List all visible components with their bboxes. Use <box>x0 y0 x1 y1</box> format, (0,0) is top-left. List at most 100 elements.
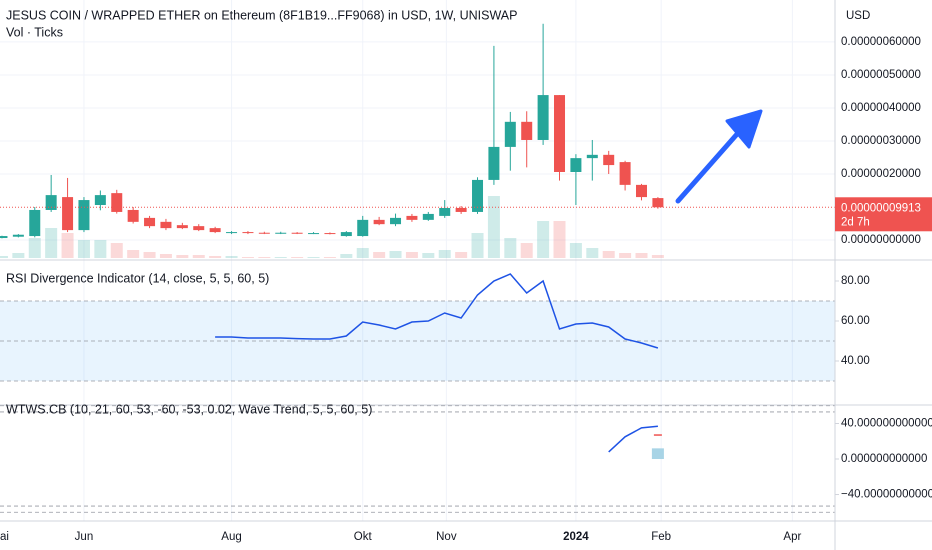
volume-bar <box>586 248 599 258</box>
y-tick-label: 0.00000020000 <box>841 168 921 180</box>
volume-label: Vol · Ticks <box>6 25 63 39</box>
candle-body <box>62 197 74 231</box>
volume-bar <box>635 253 648 258</box>
candle-body <box>226 232 238 234</box>
volume-bar <box>422 253 435 258</box>
volume-bar <box>487 196 500 258</box>
candle-body <box>94 195 106 206</box>
volume-bar <box>619 253 632 258</box>
candle-body <box>652 198 664 208</box>
volume-bar <box>225 256 238 258</box>
candle-body <box>357 219 369 237</box>
y-tick-label: 0.00000000000 <box>841 234 921 246</box>
candle-body <box>570 158 582 172</box>
candle-body <box>439 207 451 216</box>
y-tick-label: 80.00 <box>841 275 870 287</box>
volume-bar <box>28 238 41 258</box>
candle-body <box>275 232 287 234</box>
volume-bar <box>127 250 140 258</box>
plot-area <box>0 23 835 460</box>
y-tick-label: 0.000000000000 <box>841 453 927 465</box>
bar-countdown: 2d 7h <box>841 216 870 228</box>
candle-body <box>472 179 484 212</box>
candle-body <box>488 146 500 180</box>
volume-bar <box>110 243 123 258</box>
candle-body <box>455 207 467 212</box>
volume-bar <box>455 252 468 258</box>
volume-bar <box>307 257 320 258</box>
y-tick-label: 0.00000040000 <box>841 102 921 114</box>
candle-body <box>45 195 57 210</box>
currency-label[interactable]: USD <box>846 10 870 22</box>
x-tick-label: Okt <box>354 531 373 543</box>
y-tick-label: 40.000000000000 <box>841 418 932 430</box>
volume-bar <box>373 252 386 258</box>
candle-body <box>0 236 8 239</box>
candle-body <box>586 154 598 159</box>
volume-bar <box>241 257 254 258</box>
x-tick-label: Apr <box>783 531 801 543</box>
last-price-box <box>835 197 932 232</box>
candle-body <box>390 217 402 225</box>
volume-bar <box>602 251 615 258</box>
volume-bar <box>553 221 566 258</box>
candle-body <box>340 232 352 237</box>
y-tick-label: 0.00000060000 <box>841 36 921 48</box>
chart-title: JESUS COIN / WRAPPED ETHER on Ethereum (… <box>6 8 517 22</box>
y-tick-label: 0.00000030000 <box>841 135 921 147</box>
wt-title: WTWS.CB (10, 21, 60, 53, -60, -53, 0.02,… <box>6 402 372 416</box>
volume-bar <box>323 257 336 258</box>
y-tick-label: −40.000000000000 <box>841 489 932 501</box>
indicator-line <box>608 425 658 453</box>
volume-bar <box>504 238 517 258</box>
volume-bar <box>356 248 369 258</box>
candle-body <box>78 200 90 231</box>
volume-bar <box>159 254 172 258</box>
candle-body <box>242 232 254 234</box>
volume-bar <box>192 255 205 258</box>
volume-bar <box>340 254 353 258</box>
y-tick-label: 60.00 <box>841 315 870 327</box>
candle-body <box>291 232 303 234</box>
volume-bar <box>12 253 25 258</box>
arrow-shaft <box>675 130 741 204</box>
candle-body <box>373 219 385 225</box>
last-price-label: 0.00000009913 <box>841 202 921 214</box>
candle-body <box>160 221 172 229</box>
candle-body <box>12 234 24 237</box>
candle-body <box>308 233 320 235</box>
candle-body <box>422 213 434 220</box>
candle-body <box>111 193 123 212</box>
volume-bar <box>389 251 402 258</box>
candle-body <box>258 232 270 234</box>
volume-bar <box>209 256 222 258</box>
x-tick-label: Feb <box>651 531 671 543</box>
candle-body <box>193 226 205 231</box>
volume-bar <box>274 257 287 258</box>
volume-bar <box>176 255 189 258</box>
volume-bar <box>405 252 418 258</box>
arrow-head <box>725 109 763 149</box>
candle-body <box>176 225 188 229</box>
candle-body <box>29 209 41 237</box>
y-tick-label: 0.00000050000 <box>841 69 921 81</box>
candle-body <box>603 154 615 166</box>
volume-bar <box>291 257 304 258</box>
volume-bar <box>520 243 533 258</box>
volume-bar <box>569 243 582 258</box>
candle-body <box>537 95 549 140</box>
volume-bar <box>438 250 451 258</box>
candle-body <box>636 184 648 198</box>
candle-body <box>209 228 221 233</box>
volume-bar <box>61 233 74 258</box>
volume-bar <box>77 240 90 258</box>
y-tick-label: 40.00 <box>841 355 870 367</box>
candle-body <box>521 121 533 140</box>
x-tick-label: 2024 <box>563 531 589 543</box>
volume-bar <box>0 256 8 258</box>
volume-bar <box>471 233 484 258</box>
x-tick-label: Nov <box>436 531 457 543</box>
volume-bar <box>143 252 156 258</box>
